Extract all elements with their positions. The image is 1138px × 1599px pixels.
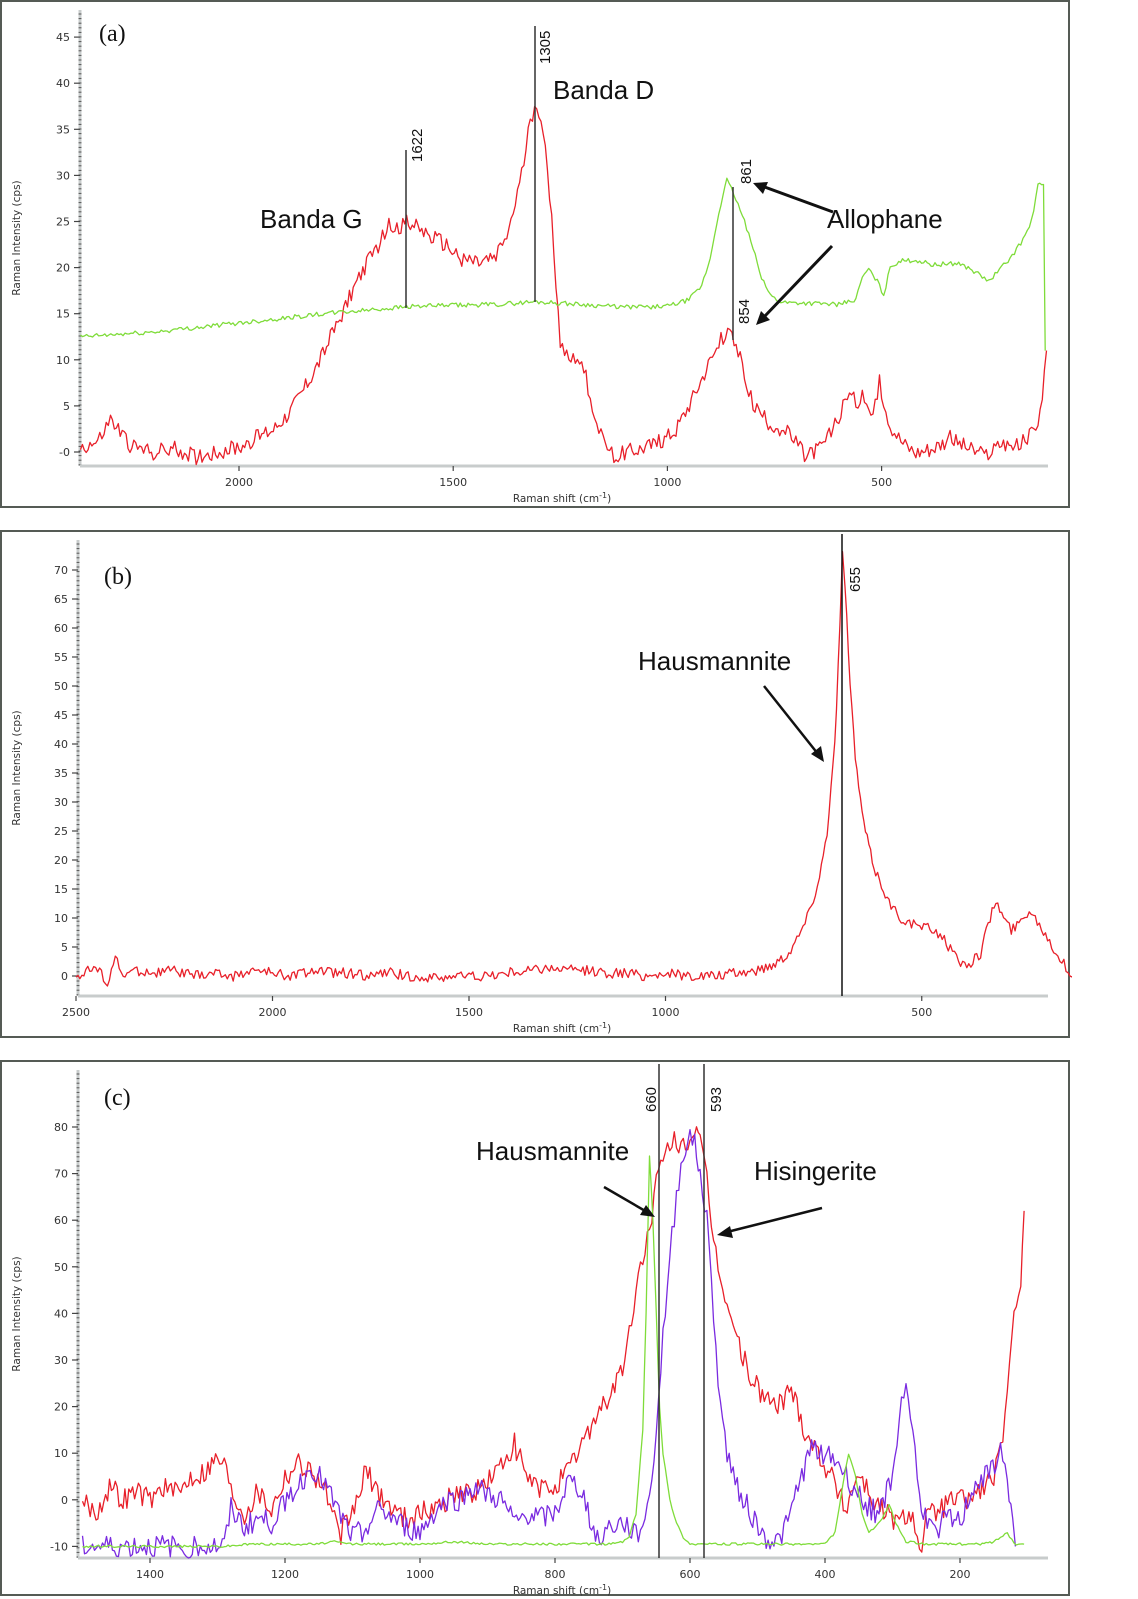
x-tick-label: 2000 [259,1006,287,1019]
x-tick-label: 500 [911,1006,932,1019]
peak-label-655: 655 [847,567,864,592]
x-tick-label: 500 [871,476,892,489]
x-tick-label: 1000 [652,1006,680,1019]
y-tick-label: 15 [54,883,68,896]
x-tick-label: 1400 [136,1568,164,1581]
chart-a: -0 5 10 15 20 25 30 35 40 45 2000 1500 1000 500 Raman … [11,10,1050,505]
y-tick-label: -0 [59,446,70,459]
y-tick-label: 5 [61,941,68,954]
y-tick-label: 10 [54,912,68,925]
annotation-hausmannite: Hausmannite [476,1136,629,1166]
x-axis-title: Raman shift (cm-1) [513,491,611,505]
red-spectrum [81,1126,1025,1553]
x-tick-label: 1500 [439,476,467,489]
annotation-allophane: Allophane [827,204,943,234]
x-axis-title: Raman shift (cm-1) [513,1583,611,1597]
x-tick-label: 200 [950,1568,971,1581]
arrow-icon [753,182,834,325]
y-tick-label: 45 [56,31,70,44]
peak-label-854: 854 [736,299,753,324]
y-tick-label: 80 [54,1121,68,1134]
y-tick-label: 65 [54,593,68,606]
x-tick-label: 800 [545,1568,566,1581]
green-spectrum [80,177,1046,351]
annotation-banda-g: Banda G [260,204,363,234]
y-tick-label: 10 [54,1447,68,1460]
y-tick-label: 45 [54,709,68,722]
y-tick-label: -10 [50,1540,68,1553]
y-axis-title: Raman Intensity (cps) [11,1256,23,1371]
y-tick-label: 25 [54,825,68,838]
y-tick-label: 5 [63,400,70,413]
peak-label-861: 861 [738,159,755,184]
peak-label-1305: 1305 [537,31,554,64]
chart-c: -10 0 10 20 30 40 50 60 70 80 1400 1200 1000 800 600 40… [11,1064,1050,1597]
y-tick-label: 55 [54,651,68,664]
y-tick-label: 0 [61,1494,68,1507]
panel-a: -0 5 10 15 20 25 30 35 40 45 2000 1500 1000 500 Raman … [0,0,1070,508]
y-tick-label: 20 [56,262,70,275]
panel-letter-c: (c) [104,1085,131,1111]
panel-letter-b: (b) [104,564,132,590]
y-tick-label: 70 [54,564,68,577]
y-tick-label: 30 [56,169,70,182]
y-tick-label: 40 [54,738,68,751]
y-tick-label: 60 [54,622,68,635]
y-tick-label: 20 [54,1401,68,1414]
panel-b: 0 5 10 15 20 25 30 35 40 45 50 55 60 65 70 2500 2000 1500… [0,530,1072,1038]
chart-b: 0 5 10 15 20 25 30 35 40 45 50 55 60 65 70 2500 2000 1500… [11,534,1072,1035]
y-tick-label: 40 [54,1307,68,1320]
y-tick-label: 15 [56,308,70,321]
y-tick-label: 50 [54,1261,68,1274]
panel-c: -10 0 10 20 30 40 50 60 70 80 1400 1200 1000 800 600 40… [0,1060,1070,1597]
panel-letter-a: (a) [99,21,126,47]
red-spectrum [75,551,1072,987]
y-tick-label: 0 [61,970,68,983]
annotation-hausmannite: Hausmannite [638,646,791,676]
y-tick-label: 25 [56,216,70,229]
peak-label-660: 660 [643,1087,660,1112]
annotation-hisingerite: Hisingerite [754,1156,877,1186]
arrow-icon [603,1185,823,1238]
x-tick-label: 400 [815,1568,836,1581]
y-tick-label: 10 [56,354,70,367]
peak-label-1622: 1622 [409,129,426,162]
purple-spectrum [81,1129,1017,1559]
x-tick-label: 2000 [225,476,253,489]
x-tick-label: 1200 [271,1568,299,1581]
y-axis-title: Raman Intensity (cps) [11,180,23,295]
y-tick-label: 30 [54,1354,68,1367]
peak-label-593: 593 [708,1087,725,1112]
x-axis-title: Raman shift (cm-1) [513,1021,611,1035]
y-tick-label: 50 [54,680,68,693]
y-tick-label: 40 [56,77,70,90]
x-tick-label: 1000 [653,476,681,489]
green-spectrum [82,1155,1025,1549]
x-tick-label: 1000 [406,1568,434,1581]
y-tick-label: 30 [54,796,68,809]
y-tick-label: 20 [54,854,68,867]
x-tick-label: 2500 [62,1006,90,1019]
y-tick-label: 70 [54,1168,68,1181]
y-tick-label: 60 [54,1214,68,1227]
annotation-banda-d: Banda D [553,75,654,105]
y-axis-title: Raman Intensity (cps) [11,710,23,825]
red-spectrum [79,105,1048,466]
y-tick-label: 35 [56,123,70,136]
arrow-icon [763,685,824,762]
x-tick-label: 600 [680,1568,701,1581]
x-tick-label: 1500 [455,1006,483,1019]
y-tick-label: 35 [54,767,68,780]
